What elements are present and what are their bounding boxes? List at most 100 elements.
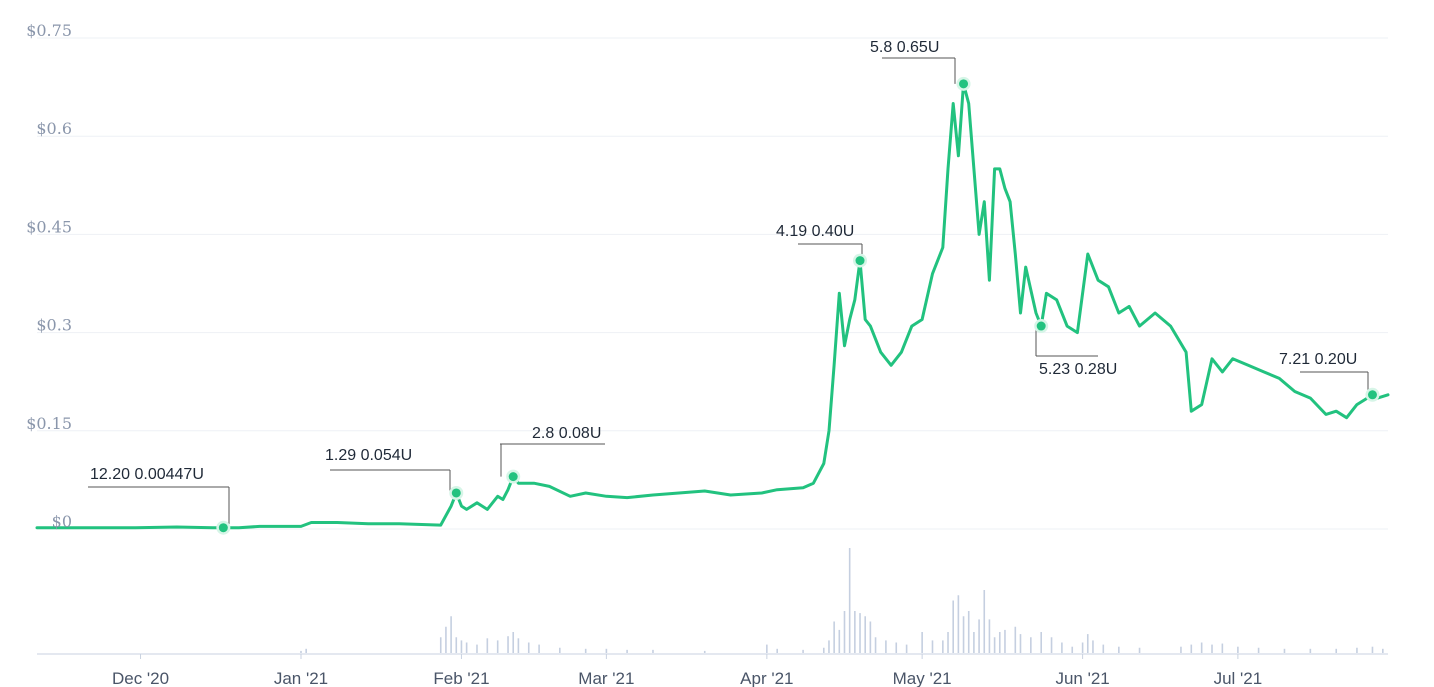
volume-bar: [1221, 643, 1224, 653]
volume-bar: [652, 649, 654, 653]
annotation-marker: [959, 79, 969, 89]
volume-bar: [1092, 640, 1094, 653]
volume-bar: [869, 621, 872, 653]
volume-bar: [967, 611, 970, 653]
volume-bar: [859, 613, 861, 653]
volume-bar: [998, 632, 1001, 653]
volume-bar: [988, 619, 991, 653]
volume-bar: [476, 644, 478, 653]
volume-bar: [895, 642, 898, 653]
x-tick-label: Apr '21: [740, 669, 793, 687]
volume-bar: [445, 626, 447, 653]
volume-bar: [833, 621, 835, 653]
x-tick-label: Mar '21: [578, 669, 634, 687]
volume-bar: [1040, 632, 1042, 653]
x-tick-label: May '21: [893, 669, 952, 687]
volume-bar: [1371, 646, 1374, 653]
volume-bar: [1356, 647, 1358, 653]
volume-bar: [947, 632, 949, 653]
volume-bar: [905, 644, 908, 653]
volume-bar: [1004, 629, 1006, 653]
volume-bar: [496, 640, 499, 653]
volume-bar: [559, 647, 561, 653]
volume-bar: [952, 600, 954, 653]
x-axis: Dec '20 Jan '21 Feb '21 Mar '21 Apr '21 May '…: [37, 653, 1388, 687]
volume-bar: [439, 637, 442, 653]
annotation-label: 12.20 0.00447U: [90, 466, 204, 483]
volume-bar: [776, 648, 779, 653]
volume-bar: [1200, 642, 1203, 653]
volume-bar: [864, 616, 866, 653]
grid: [37, 37, 1388, 530]
volume-bar: [993, 637, 996, 653]
volume-bar: [1335, 648, 1338, 653]
volume-bar: [1211, 644, 1213, 653]
price-line: [35, 82, 1390, 530]
price-series: [35, 82, 1390, 530]
volume-bar: [1309, 648, 1312, 653]
volume-bar: [962, 616, 965, 653]
annotation: 4.19 0.40U: [776, 223, 868, 268]
annotation: 7.21 0.20U: [1279, 351, 1380, 402]
annotation: 5.8 0.65U: [870, 39, 971, 91]
volume-bar: [942, 640, 944, 653]
volume-bar: [486, 638, 489, 653]
volume-bar: [1061, 642, 1063, 653]
annotation: 2.8 0.08U: [500, 425, 605, 484]
annotation: 1.29 0.054U: [325, 447, 464, 500]
volume-bar: [1050, 637, 1053, 653]
volume-bar: [828, 640, 830, 653]
annotation-marker: [1036, 321, 1046, 331]
volume-bar: [1071, 646, 1074, 653]
annotation-label: 5.23 0.28U: [1039, 361, 1117, 378]
volume-bar: [1118, 646, 1120, 653]
volume-bar: [305, 648, 307, 653]
annotation-label: 2.8 0.08U: [532, 425, 601, 442]
volume-bar: [605, 648, 608, 653]
annotations: 12.20 0.00447U 1.29 0.054U 2.8 0.08U 4.19 0…: [88, 39, 1380, 535]
volume-bar: [983, 590, 986, 653]
y-tick-label: $0.3: [36, 316, 72, 335]
annotation: 12.20 0.00447U: [88, 466, 231, 535]
volume-bar: [507, 636, 509, 653]
volume-bar: [450, 616, 452, 653]
y-axis: $0 $0.15 $0.3 $0.45 $0.6 $0.75: [26, 21, 72, 531]
volume-bar: [1257, 647, 1260, 653]
annotation-marker: [218, 523, 228, 533]
volume-bar: [1102, 644, 1105, 653]
volume-bar: [1237, 646, 1239, 653]
y-tick-label: $0.15: [26, 414, 72, 433]
volume-bar: [1190, 644, 1193, 653]
annotation-label: 4.19 0.40U: [776, 223, 854, 240]
volume-bar: [1382, 648, 1384, 653]
volume-bar: [584, 648, 587, 653]
x-tick-label: Dec '20: [112, 669, 169, 687]
volume-bar: [843, 611, 846, 653]
y-tick-label: $0.45: [26, 217, 72, 236]
volume-bar: [455, 637, 458, 653]
volume-bar: [527, 642, 530, 653]
annotation-marker: [1367, 390, 1377, 400]
volume-bar: [885, 640, 887, 653]
volume-bar: [973, 632, 975, 653]
volume-bar: [1283, 648, 1286, 653]
y-tick-label: $0: [52, 512, 72, 531]
volume-bar: [802, 649, 804, 653]
volume-bar: [1019, 634, 1022, 653]
volume-bar: [957, 595, 960, 653]
volume-bar: [921, 632, 923, 653]
volume-bar: [1014, 626, 1017, 653]
volume-bar: [460, 640, 463, 653]
volume-bar: [874, 637, 877, 653]
annotation-label: 5.8 0.65U: [870, 39, 939, 56]
volume-bar: [1081, 642, 1084, 653]
y-tick-label: $0.75: [26, 21, 72, 40]
volume-bar: [300, 650, 302, 653]
volume-bars: [300, 548, 1384, 653]
x-tick-label: Jul '21: [1214, 669, 1263, 687]
x-tick-label: Jan '21: [274, 669, 328, 687]
volume-bar: [538, 644, 540, 653]
annotation-label: 7.21 0.20U: [1279, 351, 1357, 368]
volume-bar: [1138, 647, 1141, 653]
